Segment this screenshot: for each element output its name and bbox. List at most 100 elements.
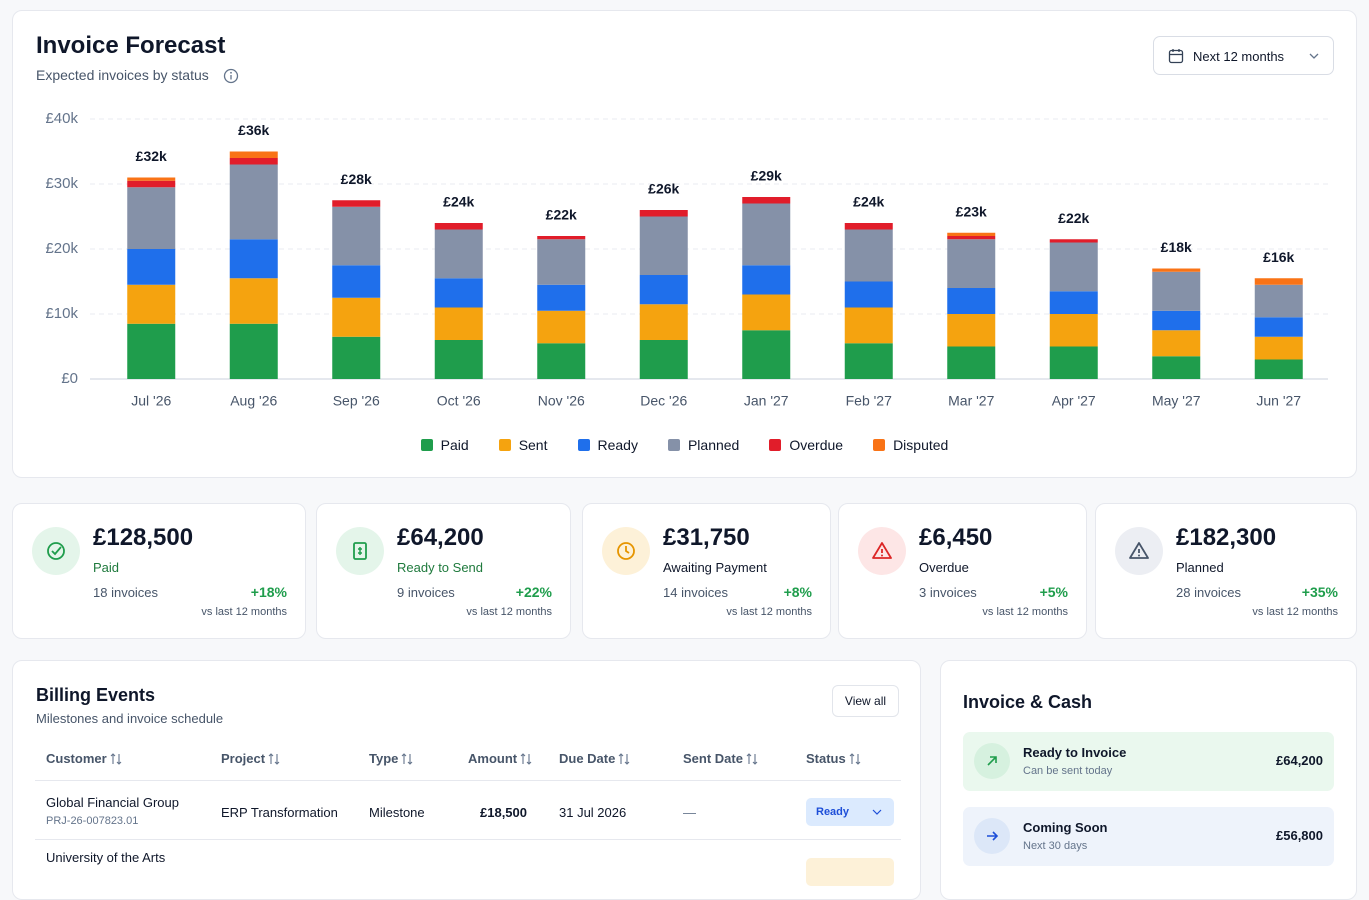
- bar-segment: [844, 281, 893, 308]
- kpi-count: 9 invoices: [397, 585, 455, 600]
- total-label: £26k: [648, 181, 679, 197]
- sort-icon: [618, 753, 630, 765]
- x-tick-label: Feb '27: [846, 393, 892, 409]
- bar-segment: [537, 236, 586, 240]
- bar-segment: [434, 278, 483, 308]
- cash-item[interactable]: Ready to Invoice Can be sent today £64,200: [963, 732, 1334, 791]
- cash-item[interactable]: Coming Soon Next 30 days £56,800: [963, 807, 1334, 866]
- bar-segment: [1049, 239, 1098, 243]
- status-label: Ready: [816, 806, 850, 818]
- bar-segment: [127, 187, 176, 249]
- kpi-card: £6,450 Overdue 3 invoices +5% vs last 12 mon…: [838, 503, 1087, 639]
- kpi-note: vs last 12 months: [466, 606, 552, 618]
- y-tick-label: £30k: [45, 175, 78, 192]
- kpi-value: £6,450: [919, 524, 993, 551]
- kpi-label: Ready to Send: [397, 560, 484, 575]
- total-label: £22k: [1058, 210, 1089, 226]
- status-badge[interactable]: [806, 858, 894, 886]
- status-badge[interactable]: Ready: [806, 798, 894, 826]
- info-icon[interactable]: [223, 68, 239, 84]
- kpi-icon: [602, 527, 650, 575]
- kpi-count: 28 invoices: [1176, 585, 1242, 600]
- column-header[interactable]: Amount: [468, 751, 518, 766]
- kpi-icon: [336, 527, 384, 575]
- bar-segment: [537, 284, 586, 311]
- total-label: £29k: [751, 168, 782, 184]
- kpi-icon: [32, 527, 80, 575]
- range-dropdown[interactable]: Next 12 months: [1153, 36, 1334, 75]
- due-date: 31 Jul 2026: [559, 805, 627, 820]
- kpi-change: +18%: [250, 584, 287, 600]
- kpi-card: £31,750 Awaiting Payment 14 invoices +8% vs …: [582, 503, 831, 639]
- kpi-count: 3 invoices: [919, 585, 977, 600]
- section-subtitle: Milestones and invoice schedule: [36, 711, 224, 726]
- project-ref: PRJ-26-007823.01: [46, 815, 139, 827]
- legend-item[interactable]: Ready: [577, 437, 638, 453]
- bar-segment: [229, 239, 278, 279]
- subtitle: Expected invoices by status: [36, 67, 209, 83]
- kpi-card: £128,500 Paid 18 invoices +18% vs last 12 mo…: [12, 503, 306, 639]
- column-header[interactable]: Status: [806, 751, 846, 766]
- bar-segment: [127, 284, 176, 324]
- legend-item[interactable]: Disputed: [873, 437, 948, 453]
- title: Invoice Forecast: [36, 32, 226, 59]
- kpi-label: Paid: [93, 560, 120, 575]
- bar-segment: [1049, 314, 1098, 347]
- kpi-count: 14 invoices: [663, 585, 729, 600]
- cash-item-amount: £56,800: [1276, 828, 1323, 843]
- sort-icon: [268, 753, 280, 765]
- x-tick-label: Dec '26: [640, 393, 687, 409]
- bar-segment: [639, 275, 688, 305]
- legend-item[interactable]: Sent: [498, 437, 548, 453]
- legend-swatch: [769, 439, 782, 451]
- column-header[interactable]: Type: [369, 751, 399, 766]
- kpi-value: £64,200: [397, 524, 484, 551]
- bar-segment: [1152, 330, 1201, 357]
- bar-segment: [947, 239, 996, 288]
- view-all-button[interactable]: View all: [832, 685, 899, 717]
- cash-item-subtitle: Next 30 days: [1023, 840, 1088, 852]
- amount: £18,500: [480, 805, 527, 820]
- column-header[interactable]: Due Date: [559, 751, 616, 766]
- bar-segment: [332, 265, 381, 298]
- column-header[interactable]: Project: [221, 751, 266, 766]
- kpi-label: Overdue: [919, 560, 969, 575]
- legend-item[interactable]: Overdue: [769, 437, 843, 453]
- sort-icon: [520, 753, 532, 765]
- bar-segment: [742, 197, 791, 204]
- bar-segment: [127, 180, 176, 188]
- bar-segment: [742, 265, 791, 295]
- bar-segment: [434, 307, 483, 340]
- x-tick-label: Aug '26: [230, 393, 277, 409]
- cash-icon: [974, 743, 1010, 779]
- bar-segment: [844, 343, 893, 379]
- bar-segment: [1152, 268, 1201, 272]
- legend-swatch: [420, 439, 433, 451]
- bar-segment: [332, 297, 381, 337]
- bar-segment: [229, 278, 278, 324]
- bar-segment: [639, 304, 688, 340]
- y-tick-label: £10k: [45, 305, 78, 322]
- bar-segment: [332, 200, 381, 207]
- bar-segment: [1254, 278, 1303, 285]
- x-tick-label: Jan '27: [744, 393, 789, 409]
- bar-segment: [639, 340, 688, 379]
- legend-item[interactable]: Paid: [420, 437, 469, 453]
- column-header[interactable]: Customer: [46, 751, 107, 766]
- kpi-note: vs last 12 months: [201, 606, 287, 618]
- kpi-label: Planned: [1176, 560, 1224, 575]
- bar-segment: [537, 343, 586, 379]
- bar-segment: [537, 239, 586, 285]
- x-tick-label: Oct '26: [437, 393, 481, 409]
- bar-segment: [434, 340, 483, 379]
- column-header[interactable]: Sent Date: [683, 751, 743, 766]
- legend-label: Planned: [687, 437, 740, 453]
- bar-segment: [1152, 310, 1201, 331]
- legend-label: Sent: [518, 437, 548, 453]
- total-label: £18k: [1161, 239, 1192, 255]
- legend-item[interactable]: Planned: [667, 437, 740, 453]
- row-divider: [35, 839, 901, 840]
- cash-item-amount: £64,200: [1276, 753, 1323, 768]
- customer: Global Financial Group: [46, 795, 179, 810]
- legend-label: Disputed: [893, 437, 949, 453]
